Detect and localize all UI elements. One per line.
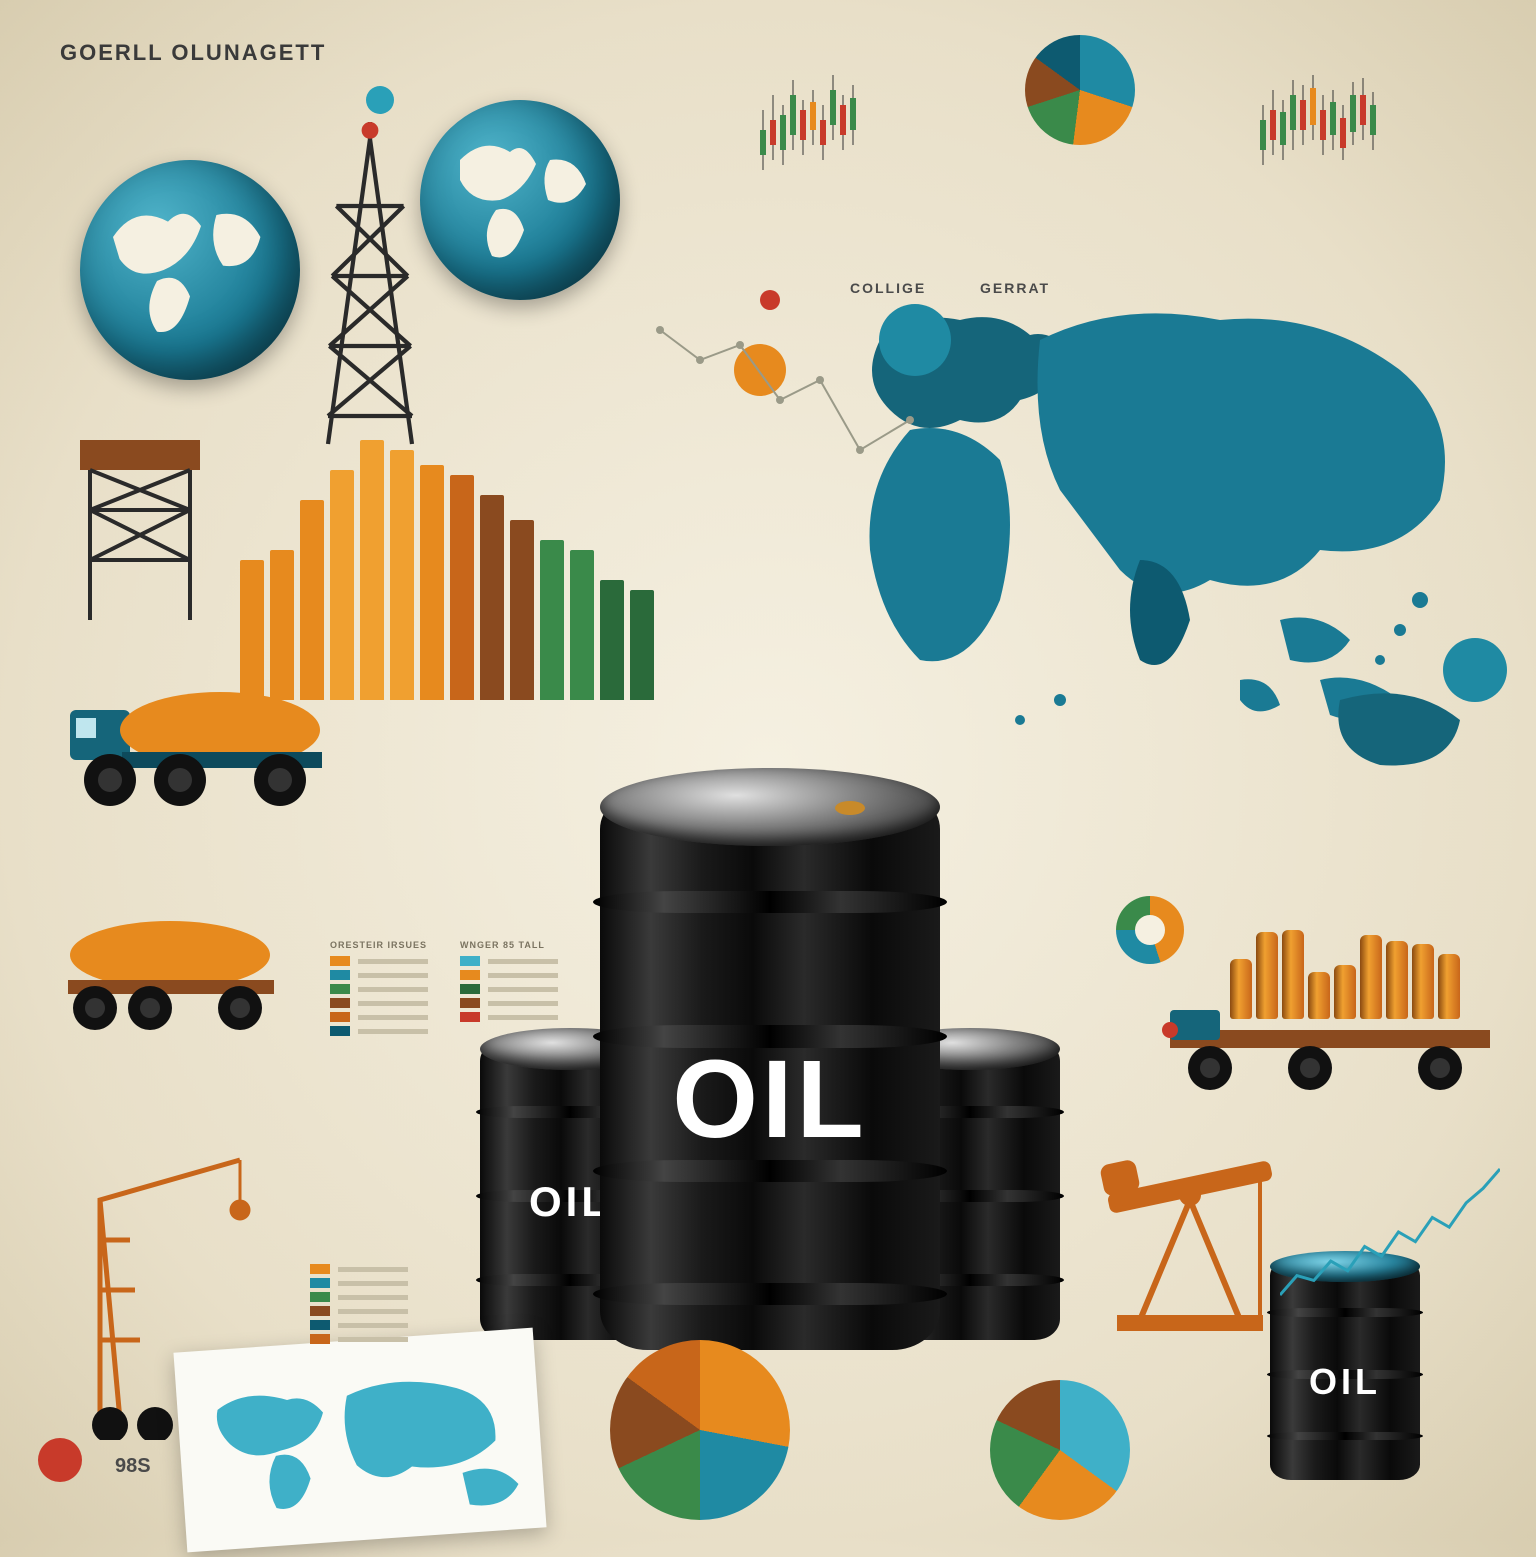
pie-chart bbox=[610, 1340, 790, 1520]
candlestick-chart bbox=[760, 70, 940, 190]
tanker-truck-icon bbox=[40, 900, 300, 1040]
bar bbox=[450, 475, 474, 700]
oil-platform-icon bbox=[60, 420, 220, 640]
bar bbox=[570, 550, 594, 700]
marker-dot bbox=[366, 86, 394, 114]
cargo-truck-icon bbox=[1160, 950, 1500, 1110]
bar bbox=[480, 495, 504, 700]
tanker-truck-icon bbox=[50, 640, 350, 820]
candlestick-chart bbox=[1260, 70, 1460, 190]
stat-label: 98S bbox=[115, 1455, 151, 1478]
bar bbox=[630, 590, 654, 700]
oil-derrick-icon bbox=[300, 120, 440, 460]
page-title: GOERLL OLUNAGETT bbox=[60, 40, 326, 66]
globe-icon bbox=[420, 100, 620, 300]
bar bbox=[420, 465, 444, 700]
bar bbox=[540, 540, 564, 700]
donut-chart bbox=[1116, 896, 1184, 964]
globe-icon bbox=[80, 160, 300, 380]
legend: ORESTEIR IRSUES bbox=[330, 940, 428, 1040]
pie-chart bbox=[990, 1380, 1130, 1520]
barrel-label: OIL bbox=[1270, 1361, 1420, 1403]
pie-chart bbox=[1025, 35, 1135, 145]
marker-dot bbox=[38, 1438, 82, 1482]
bar bbox=[600, 580, 624, 700]
pump-jack-icon bbox=[1100, 1120, 1280, 1340]
barrel-label: OIL bbox=[600, 1036, 940, 1163]
bar bbox=[360, 440, 384, 700]
bar bbox=[510, 520, 534, 700]
trend-line bbox=[650, 300, 930, 480]
line-chart bbox=[1280, 1160, 1500, 1300]
legend bbox=[310, 1260, 408, 1348]
bar bbox=[390, 450, 414, 700]
marker-dot bbox=[1162, 1022, 1178, 1038]
map-sheet bbox=[173, 1328, 546, 1553]
marker-dot bbox=[1443, 638, 1507, 702]
oil-barrel-group: OIL OIL bbox=[480, 760, 1060, 1400]
